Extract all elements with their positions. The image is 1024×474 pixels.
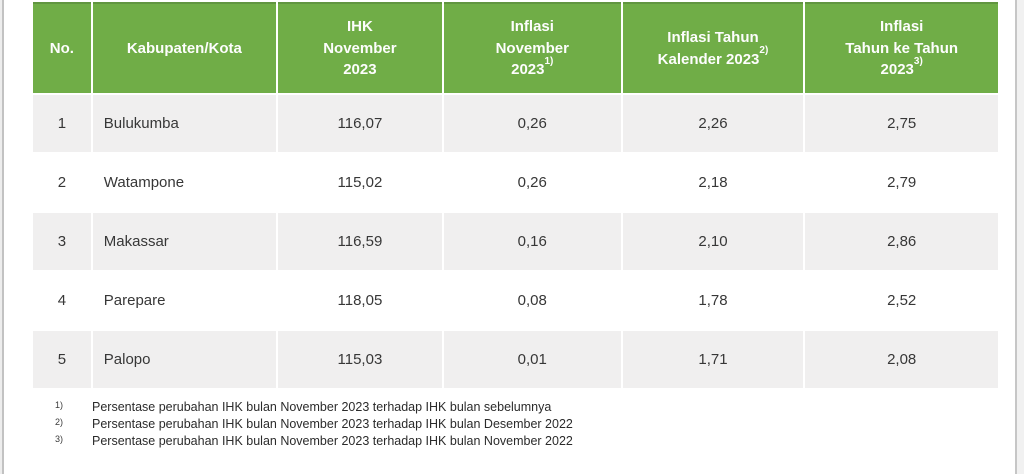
cell-inflasi-yoy: 2,52: [805, 272, 998, 329]
cell-no: 5: [33, 331, 91, 388]
cell-inflasi-kalender: 1,71: [622, 331, 804, 388]
cell-ihk: 115,03: [277, 331, 442, 388]
cell-inflasi-bulan: 0,08: [443, 272, 621, 329]
footnote-2: 2) Persentase perubahan IHK bulan Novemb…: [55, 416, 573, 433]
cell-inflasi-bulan: 0,01: [443, 331, 621, 388]
footnote-3: 3) Persentase perubahan IHK bulan Novemb…: [55, 433, 573, 450]
footnotes: 1) Persentase perubahan IHK bulan Novemb…: [55, 399, 573, 450]
cell-ihk: 118,05: [277, 272, 442, 329]
inflation-table: No. Kabupaten/Kota IHK November 2023 Inf…: [31, 0, 1000, 390]
cell-city: Watampone: [92, 154, 276, 211]
data-table: No. Kabupaten/Kota IHK November 2023 Inf…: [31, 0, 1000, 390]
right-edge-fill: [1017, 0, 1024, 474]
cell-no: 2: [33, 154, 91, 211]
cell-city: Makassar: [92, 213, 276, 270]
cell-inflasi-yoy: 2,79: [805, 154, 998, 211]
cell-city: Bulukumba: [92, 95, 276, 152]
table-row-parepare: 4 Parepare 118,05 0,08 1,78 2,52: [33, 272, 998, 329]
cell-inflasi-kalender: 2,26: [622, 95, 804, 152]
cell-inflasi-bulan: 0,16: [443, 213, 621, 270]
left-edge-fill: [0, 0, 2, 474]
cell-inflasi-bulan: 0,26: [443, 154, 621, 211]
footnote-1: 1) Persentase perubahan IHK bulan Novemb…: [55, 399, 573, 416]
table-row-watampone: 2 Watampone 115,02 0,26 2,18 2,79: [33, 154, 998, 211]
cell-no: 3: [33, 213, 91, 270]
left-edge-line: [2, 0, 4, 474]
header-inflasi-november-2023: Inflasi November 20231): [443, 2, 621, 93]
header-no: No.: [33, 2, 91, 93]
header-inflasi-tahun-ke-tahun-2023: Inflasi Tahun ke Tahun 20233): [805, 2, 998, 93]
cell-inflasi-yoy: 2,75: [805, 95, 998, 152]
cell-city: Parepare: [92, 272, 276, 329]
cell-inflasi-kalender: 2,18: [622, 154, 804, 211]
footnote-text: Persentase perubahan IHK bulan November …: [92, 400, 552, 414]
footnote-marker: 3): [55, 434, 64, 444]
footnote-text: Persentase perubahan IHK bulan November …: [92, 417, 573, 431]
cell-inflasi-yoy: 2,86: [805, 213, 998, 270]
table-row-makassar: 3 Makassar 116,59 0,16 2,10 2,86: [33, 213, 998, 270]
table-row-bulukumba: 1 Bulukumba 116,07 0,26 2,26 2,75: [33, 95, 998, 152]
header-inflasi-tahun-kalender-2023: Inflasi Tahun Kalender 20232): [622, 2, 804, 93]
header-row: No. Kabupaten/Kota IHK November 2023 Inf…: [33, 2, 998, 93]
header-ihk-november-2023: IHK November 2023: [277, 2, 442, 93]
cell-inflasi-bulan: 0,26: [443, 95, 621, 152]
cell-city: Palopo: [92, 331, 276, 388]
footnote-text: Persentase perubahan IHK bulan November …: [92, 434, 573, 448]
cell-inflasi-kalender: 2,10: [622, 213, 804, 270]
cell-inflasi-kalender: 1,78: [622, 272, 804, 329]
cell-no: 1: [33, 95, 91, 152]
footnote-marker: 1): [55, 400, 64, 410]
cell-ihk: 115,02: [277, 154, 442, 211]
table-row-palopo: 5 Palopo 115,03 0,01 1,71 2,08: [33, 331, 998, 388]
cell-ihk: 116,07: [277, 95, 442, 152]
cell-ihk: 116,59: [277, 213, 442, 270]
cell-no: 4: [33, 272, 91, 329]
footnote-marker: 2): [55, 417, 64, 427]
header-kabupaten-kota: Kabupaten/Kota: [92, 2, 276, 93]
right-edge-line: [1015, 0, 1017, 474]
cell-inflasi-yoy: 2,08: [805, 331, 998, 388]
